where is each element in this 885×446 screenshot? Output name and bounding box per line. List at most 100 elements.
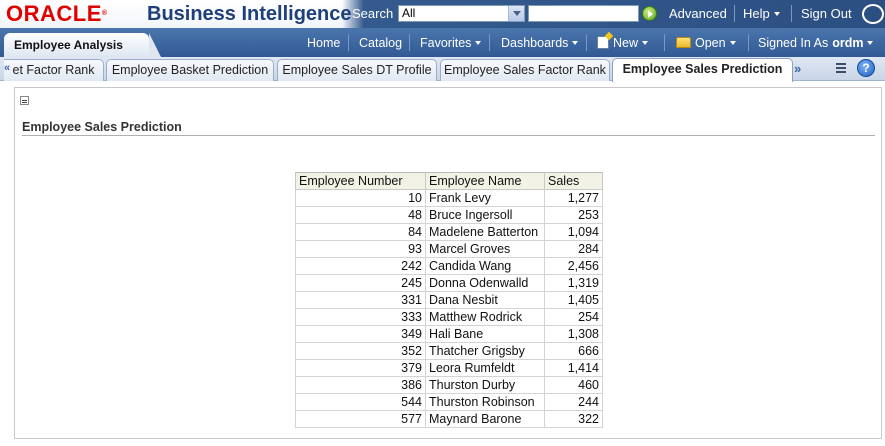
cell-sales: 1,405 — [544, 291, 603, 309]
cell-employee-number: 333 — [295, 308, 426, 326]
cell-employee-name: Bruce Ingersoll — [425, 206, 545, 224]
go-arrow-icon[interactable] — [642, 6, 657, 21]
cell-employee-name: Marcel Groves — [425, 240, 545, 258]
cell-sales: 460 — [544, 376, 603, 394]
table-row: 93 Marcel Groves 284 — [295, 240, 603, 258]
tab-employee-sales-dt-profile[interactable]: Employee Sales DT Profile — [277, 59, 437, 81]
page-options-icon[interactable] — [836, 62, 850, 76]
chevron-down-icon[interactable] — [508, 6, 524, 21]
cell-employee-name: Thurston Durby — [425, 376, 545, 394]
table-row: 245 Donna Odenwalld 1,319 — [295, 274, 603, 292]
cell-sales: 284 — [544, 240, 603, 258]
section-title: Employee Sales Prediction — [22, 120, 182, 134]
table-row: 544 Thurston Robinson 244 — [295, 393, 603, 411]
cell-employee-name: Dana Nesbit — [425, 291, 545, 309]
table-row: 379 Leora Rumfeldt 1,414 — [295, 359, 603, 377]
collapse-icon[interactable] — [20, 96, 29, 105]
chevron-down-icon — [867, 40, 874, 45]
dashboards-menu[interactable]: Dashboards — [501, 36, 579, 50]
cell-employee-number: 84 — [295, 223, 426, 241]
home-link[interactable]: Home — [307, 36, 341, 50]
table-row: 386 Thurston Durby 460 — [295, 376, 603, 394]
cell-employee-name: Leora Rumfeldt — [425, 359, 545, 377]
cell-employee-number: 48 — [295, 206, 426, 224]
favorites-menu[interactable]: Favorites — [420, 36, 482, 50]
cell-sales: 253 — [544, 206, 603, 224]
cell-sales: 244 — [544, 393, 603, 411]
cell-employee-number: 245 — [295, 274, 426, 292]
oracle-ring-icon — [862, 4, 884, 24]
cell-sales: 254 — [544, 308, 603, 326]
help-menu[interactable]: Help — [743, 6, 780, 21]
cell-employee-name: Maynard Barone — [425, 410, 545, 428]
scroll-tabs-right-icon[interactable]: » — [794, 61, 801, 76]
separator — [409, 34, 410, 51]
help-icon[interactable]: ? — [857, 59, 875, 77]
search-scope-select[interactable]: All — [398, 5, 525, 22]
advanced-link[interactable]: Advanced — [669, 6, 727, 21]
table-row: 242 Candida Wang 2,456 — [295, 257, 603, 275]
separator — [734, 5, 735, 22]
cell-employee-name: Hali Bane — [425, 325, 545, 343]
scroll-tabs-left-icon[interactable]: « — [4, 62, 10, 74]
separator — [348, 34, 349, 51]
cell-employee-number: 386 — [295, 376, 426, 394]
cell-employee-number: 379 — [295, 359, 426, 377]
table-row: 577 Maynard Barone 322 — [295, 410, 603, 428]
table-row: 84 Madelene Batterton 1,094 — [295, 223, 603, 241]
column-header-sales[interactable]: Sales — [544, 172, 603, 190]
catalog-link[interactable]: Catalog — [359, 36, 403, 50]
new-menu[interactable]: New — [597, 36, 649, 50]
tab-employee-basket-prediction[interactable]: Employee Basket Prediction — [106, 59, 274, 81]
oracle-logo: ORACLE® — [6, 1, 108, 26]
separator — [791, 5, 792, 22]
app-title: Business Intelligence — [147, 3, 352, 25]
table-row: 48 Bruce Ingersoll 253 — [295, 206, 603, 224]
chevron-down-icon — [773, 11, 780, 16]
cell-sales: 2,456 — [544, 257, 603, 275]
separator — [489, 34, 490, 51]
cell-employee-number: 544 — [295, 393, 426, 411]
search-input[interactable] — [528, 5, 639, 22]
table-row: 333 Matthew Rodrick 254 — [295, 308, 603, 326]
tab-employee-sales-factor-rank[interactable]: Employee Sales Factor Rank — [440, 59, 610, 81]
chevron-down-icon — [729, 40, 736, 45]
separator — [748, 34, 749, 51]
cell-sales: 1,277 — [544, 189, 603, 207]
column-header-employee-number[interactable]: Employee Number — [295, 172, 426, 190]
table-row: 331 Dana Nesbit 1,405 — [295, 291, 603, 309]
cell-employee-number: 349 — [295, 325, 426, 343]
cell-employee-name: Thurston Robinson — [425, 393, 545, 411]
tab-basket-factor-rank[interactable]: et Factor Rank — [4, 59, 104, 81]
folder-icon — [676, 37, 691, 48]
cell-sales: 1,319 — [544, 274, 603, 292]
search-label: Search — [352, 6, 394, 21]
chevron-down-icon — [572, 40, 579, 45]
cell-employee-number: 93 — [295, 240, 426, 258]
search-scope-value: All — [402, 6, 416, 20]
separator — [664, 34, 665, 51]
cell-employee-number: 331 — [295, 291, 426, 309]
cell-sales: 322 — [544, 410, 603, 428]
table-header-row: Employee Number Employee Name Sales — [295, 172, 603, 190]
cell-employee-name: Madelene Batterton — [425, 223, 545, 241]
tab-employee-analysis[interactable]: Employee Analysis — [4, 33, 161, 57]
open-menu[interactable]: Open — [676, 36, 736, 50]
new-document-icon — [597, 36, 609, 49]
sign-out-link[interactable]: Sign Out — [801, 6, 852, 21]
cell-employee-name: Matthew Rodrick — [425, 308, 545, 326]
cell-employee-name: Donna Odenwalld — [425, 274, 545, 292]
section-divider — [22, 135, 875, 136]
table-row: 349 Hali Bane 1,308 — [295, 325, 603, 343]
employee-sales-table: Employee Number Employee Name Sales 10 Fr… — [295, 172, 603, 428]
cell-sales: 1,414 — [544, 359, 603, 377]
signed-in-user-menu[interactable]: Signed In As ordm — [758, 36, 874, 50]
cell-employee-name: Candida Wang — [425, 257, 545, 275]
tab-employee-sales-prediction[interactable]: Employee Sales Prediction — [612, 58, 793, 82]
table-row: 10 Frank Levy 1,277 — [295, 189, 603, 207]
column-header-employee-name[interactable]: Employee Name — [425, 172, 545, 190]
cell-sales: 1,094 — [544, 223, 603, 241]
cell-employee-number: 577 — [295, 410, 426, 428]
cell-employee-number: 352 — [295, 342, 426, 360]
chevron-down-icon — [642, 40, 649, 45]
